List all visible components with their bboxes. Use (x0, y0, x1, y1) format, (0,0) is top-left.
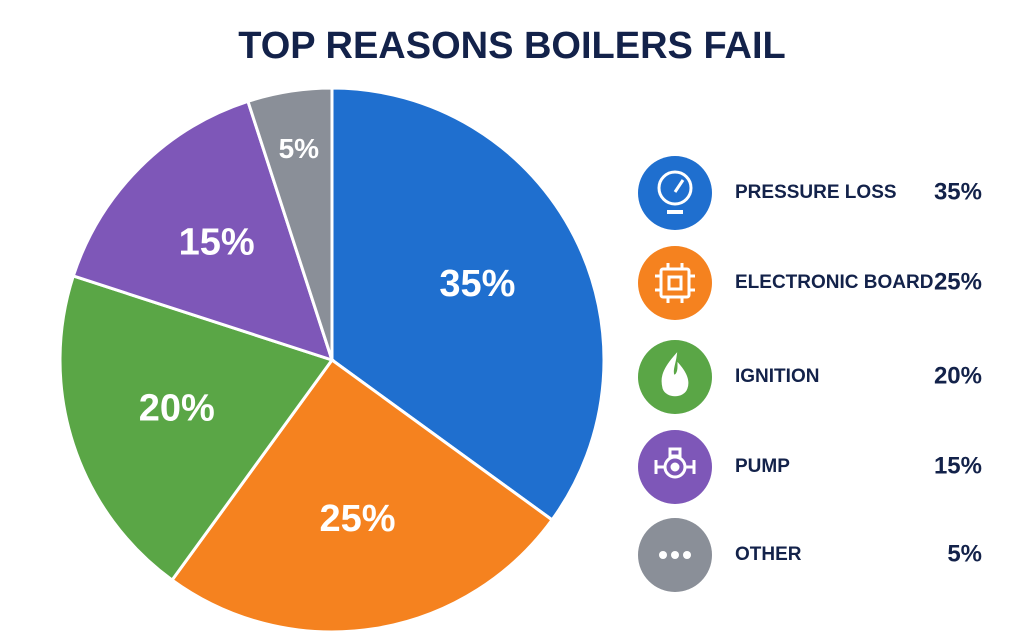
pie-slice (330, 86, 606, 522)
legend-label: IGNITION (735, 366, 819, 387)
legend-value: 15% (934, 452, 982, 479)
legend-label: ELECTRONIC BOARD (735, 272, 933, 293)
pie-slice (246, 86, 334, 361)
legend-label: PUMP (735, 456, 790, 477)
legend-value: 25% (934, 268, 982, 295)
legend-value: 20% (934, 362, 982, 389)
chip-icon (655, 263, 695, 303)
pump-icon (654, 447, 696, 479)
slice-label: 20% (139, 387, 215, 429)
legend-swatch (638, 156, 712, 230)
legend-label: OTHER (735, 544, 802, 565)
chart-title: TOP REASONS BOILERS FAIL (238, 25, 786, 67)
slice-label: 15% (179, 222, 255, 264)
slice-label: 5% (279, 133, 320, 164)
legend-icons (654, 170, 696, 559)
legend-value: 35% (934, 178, 982, 205)
pie: 35% 25% 20% 15% 5% (58, 86, 606, 634)
legend: PRESSURE LOSS 35% ELECTRONIC BOARD 25% IGNIT… (638, 156, 982, 592)
legend-swatch (638, 246, 712, 320)
pie-slice (58, 274, 335, 583)
slice-label: 35% (439, 263, 515, 305)
legend-value: 5% (947, 540, 982, 567)
dots-icon (659, 551, 691, 559)
legend-label: PRESSURE LOSS (735, 182, 897, 203)
pie-slice (71, 99, 335, 363)
pie-slice (170, 357, 555, 634)
gauge-icon (657, 170, 693, 214)
slice-label: 25% (319, 498, 395, 540)
flame-icon (661, 352, 689, 397)
